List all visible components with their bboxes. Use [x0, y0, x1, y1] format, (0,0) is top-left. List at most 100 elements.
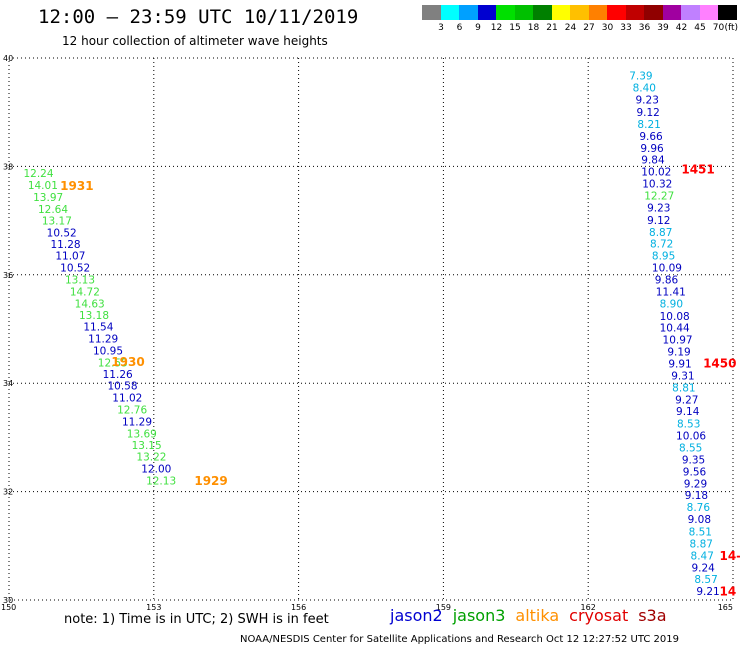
wave-height-value: 8.81 [672, 382, 695, 394]
satellite-name: jason3 [452, 606, 506, 625]
wave-height-value: 8.87 [649, 227, 672, 239]
credit-line: NOAA/NESDIS Center for Satellite Applica… [240, 634, 679, 645]
x-tick-label: 165 [718, 603, 733, 612]
wave-height-value: 10.52 [47, 227, 77, 239]
wave-height-value: 8.95 [652, 251, 675, 263]
wave-height-value: 9.23 [636, 95, 659, 107]
map-subtitle: 12 hour collection of altimeter wave hei… [62, 34, 328, 48]
y-tick-label: 36 [3, 271, 13, 280]
wave-height-value: 10.02 [641, 167, 671, 179]
wave-height-value: 11.29 [122, 416, 152, 428]
legend-unit: (ft) [724, 23, 739, 33]
legend-label: 27 [583, 23, 595, 33]
wave-height-value: 10.52 [60, 263, 90, 275]
legend-swatch [459, 5, 478, 20]
x-tick-label: 150 [1, 603, 16, 612]
wave-height-value: 13.69 [127, 428, 157, 440]
wave-height-value: 8.57 [694, 574, 717, 586]
wave-height-value: 9.31 [671, 370, 694, 382]
wave-height-value: 9.84 [641, 155, 665, 167]
x-tick-label: 156 [291, 603, 306, 612]
legend-swatch [477, 5, 496, 20]
wave-height-value: 10.08 [660, 311, 690, 323]
wave-height-value: 8.72 [650, 239, 673, 251]
legend-label: 36 [638, 23, 651, 33]
legend-label: 30 [601, 23, 614, 33]
legend-swatch [681, 5, 700, 20]
legend-swatch [644, 5, 663, 20]
legend-swatch [699, 5, 718, 20]
wave-height-value: 13.22 [136, 452, 166, 464]
legend-label: 9 [475, 23, 481, 33]
pass-time: 14 [719, 585, 736, 599]
wave-height-value: 10.06 [676, 431, 706, 443]
legend-label: 70 [712, 23, 725, 33]
wave-height-value: 12.24 [23, 168, 53, 180]
legend-label: 3 [438, 23, 444, 33]
wave-height-value: 8.87 [690, 538, 713, 550]
legend-label: 45 [694, 23, 706, 33]
wave-height-value: 8.76 [687, 502, 711, 514]
wave-height-value: 9.56 [683, 466, 707, 478]
wave-height-value: 10.95 [93, 345, 123, 357]
legend-label: 24 [564, 23, 577, 33]
wave-height-value: 9.96 [640, 143, 664, 155]
y-tick-label: 34 [3, 379, 13, 388]
wave-height-value: 12.64 [38, 204, 68, 216]
x-tick-label: 159 [436, 603, 451, 612]
wave-height-value: 9.86 [655, 274, 679, 286]
legend-label: 39 [657, 23, 669, 33]
wave-height-value: 8.51 [689, 527, 712, 539]
wave-height-value: 8.53 [677, 419, 700, 431]
wave-height-value: 8.21 [637, 119, 660, 131]
legend-swatch [514, 5, 533, 20]
wave-height-value: 14.63 [75, 298, 105, 310]
satellite-name: s3a [638, 606, 667, 625]
y-tick-label: 40 [3, 54, 13, 63]
satellite-legend: jason2 jason3 altika cryosat s3a [390, 606, 677, 625]
wave-height-value: 12.00 [141, 464, 171, 476]
wave-height-value: 9.12 [647, 215, 670, 227]
legend-label: 15 [509, 23, 521, 33]
wave-height-value: 14.01 [28, 180, 58, 192]
lat-lon-grid [8, 57, 734, 601]
axis-ticks: 150 153 156 159 162 165 40 38 36 34 32 30 [1, 54, 733, 612]
wave-height-value: 8.90 [660, 298, 683, 310]
wave-height-value: 9.19 [667, 347, 690, 359]
wave-height-value: 9.08 [688, 514, 711, 526]
wave-height-value: 8.40 [633, 83, 656, 95]
wave-height-value: 12.55 [98, 357, 128, 369]
legend-swatch [588, 5, 607, 20]
pass-time: 1451 [681, 162, 714, 176]
x-tick-label: 162 [581, 603, 596, 612]
wave-height-value: 13.17 [42, 215, 72, 227]
legend-swatch [496, 5, 515, 20]
wave-height-value: 10.44 [660, 323, 690, 335]
wave-height-value: 9.12 [636, 107, 659, 119]
wave-height-value: 10.09 [652, 263, 682, 275]
wave-height-value: 9.29 [684, 478, 707, 490]
y-tick-label: 30 [3, 596, 13, 605]
wave-height-value: 9.18 [685, 490, 708, 502]
wave-height-value: 8.47 [691, 550, 714, 562]
wave-height-value: 13.97 [33, 192, 63, 204]
wave-height-value: 13.18 [79, 310, 109, 322]
wave-height-value: 9.27 [675, 394, 698, 406]
wave-height-value: 10.58 [107, 381, 137, 393]
wave-height-value: 11.54 [83, 322, 113, 334]
wave-height-value: 11.07 [55, 251, 85, 263]
wave-height-value: 14.72 [70, 286, 100, 298]
wave-height-value: 13.15 [132, 440, 162, 452]
footer-note: note: 1) Time is in UTC; 2) SWH is in fe… [64, 612, 329, 627]
wave-height-value: 10.97 [663, 335, 693, 347]
pass-time: 1929 [194, 474, 227, 488]
satellite-name: cryosat [569, 606, 629, 625]
wave-height-value: 11.02 [112, 393, 142, 405]
wave-height-value: 9.14 [676, 406, 700, 418]
legend-swatch [551, 5, 570, 20]
legend-label: 6 [456, 23, 463, 33]
legend-swatch [718, 5, 737, 20]
map-frame [8, 57, 734, 601]
wave-height-value: 9.66 [639, 131, 663, 143]
legend-swatch [422, 5, 441, 20]
